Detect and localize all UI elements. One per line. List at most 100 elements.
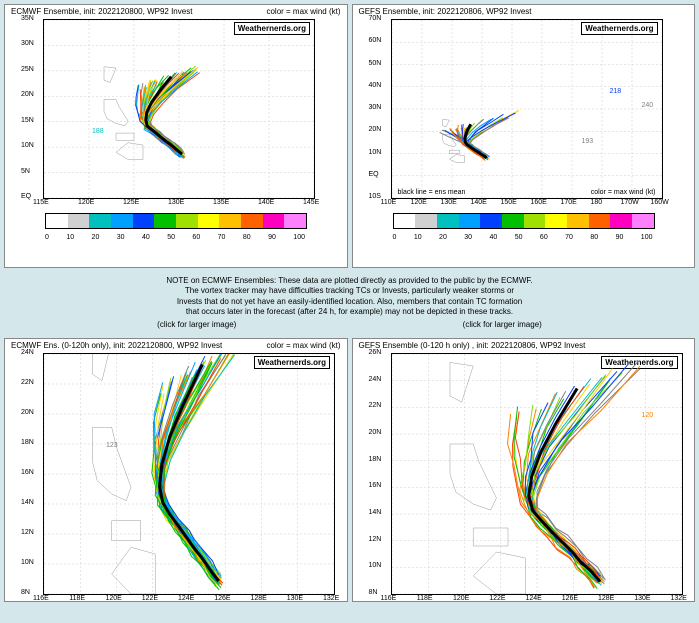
x-tick-label: 122E — [489, 595, 505, 602]
colorbar-segment — [154, 214, 176, 228]
track-svg-br — [392, 354, 682, 594]
x-tick-label: 160W — [651, 199, 669, 206]
colorbar-segment — [68, 214, 90, 228]
colorbar-labels-tl: 0102030405060708090100 — [45, 234, 305, 241]
y-tick-label: 20N — [369, 126, 382, 133]
x-tick-label: 145E — [303, 199, 319, 206]
colorbar-tick-label: 40 — [142, 234, 150, 241]
coastline — [104, 67, 116, 83]
colorbar-segment — [89, 214, 111, 228]
x-tick-label: 130E — [634, 595, 650, 602]
colorbar-tick-label: 40 — [489, 234, 497, 241]
colorbar-tl — [45, 213, 307, 229]
colorbar-tick-label: 0 — [393, 234, 397, 241]
panel-title: GEFS Ensemble, init: 2022120806, WP92 In… — [359, 7, 532, 16]
colorbar-segment — [394, 214, 416, 228]
colorbar-segment — [632, 214, 654, 228]
y-tick-label: 30N — [369, 104, 382, 111]
coastline — [473, 528, 508, 546]
y-tick-label: 12N — [21, 529, 34, 536]
y-tick-label: 50N — [369, 60, 382, 67]
colorbar-segment — [176, 214, 198, 228]
colorbar-segment — [263, 214, 285, 228]
colorbar-tick-label: 100 — [293, 234, 305, 241]
coastline — [116, 133, 134, 140]
y-tick-label: 20N — [369, 429, 382, 436]
colorbar-segment — [241, 214, 263, 228]
y-tick-label: 18N — [21, 439, 34, 446]
ecmwf-note-row: NOTE on ECMWF Ensembles: These data are … — [4, 272, 695, 334]
y-tick-label: 20N — [21, 409, 34, 416]
colorbar-tick-label: 80 — [243, 234, 251, 241]
y-tick-label: 10N — [21, 142, 34, 149]
colorbar-segment — [111, 214, 133, 228]
y-tick-label: 24N — [369, 376, 382, 383]
colorbar-tick-label: 20 — [92, 234, 100, 241]
y-tick-label: 22N — [369, 402, 382, 409]
colorbar-labels-tr: 0102030405060708090100 — [393, 234, 653, 241]
coastline — [449, 150, 459, 153]
track-hour-label: 193 — [582, 138, 594, 145]
colorbar-segment — [459, 214, 481, 228]
x-tick-label: 116E — [381, 595, 397, 602]
ensemble-member-track — [537, 361, 638, 578]
x-tick-label: 130E — [168, 199, 184, 206]
color-label: color = max wind (kt) — [266, 7, 340, 16]
y-tick-label: 5N — [21, 168, 30, 175]
y-tick-label: 16N — [21, 469, 34, 476]
x-tick-label: 130E — [441, 199, 457, 206]
x-tick-label: 124E — [526, 595, 542, 602]
coastline — [473, 552, 525, 594]
colorbar-tick-label: 10 — [66, 234, 74, 241]
y-tick-label: 16N — [369, 482, 382, 489]
color-label-bottom: color = max wind (kt) — [591, 189, 656, 196]
x-tick-label: 140E — [258, 199, 274, 206]
coastline — [112, 547, 156, 594]
ensemble-member-track — [525, 403, 598, 582]
plot-area-tl: Weathernerds.org 188 — [43, 19, 315, 199]
colorbar-tick-label: 30 — [117, 234, 125, 241]
y-tick-label: 10N — [369, 562, 382, 569]
y-tick-label: 14N — [21, 499, 34, 506]
click-larger-right[interactable]: (click for larger image) — [463, 320, 542, 330]
y-tick-label: 14N — [369, 509, 382, 516]
x-tick-label: 116E — [33, 595, 49, 602]
colorbar-tick-label: 90 — [616, 234, 624, 241]
y-tick-label: 25N — [21, 66, 34, 73]
y-tick-label: 12N — [369, 536, 382, 543]
x-tick-label: 170W — [621, 199, 639, 206]
plot-area-tr: Weathernerds.org black line = ens mean c… — [391, 19, 663, 199]
coastline — [442, 120, 449, 127]
y-tick-label: 24N — [21, 349, 34, 356]
x-tick-label: 125E — [123, 199, 139, 206]
x-tick-label: 120E — [106, 595, 122, 602]
x-tick-label: 132E — [323, 595, 339, 602]
click-larger-left[interactable]: (click for larger image) — [157, 320, 236, 330]
coastline — [92, 354, 111, 381]
y-tick-label: 60N — [369, 37, 382, 44]
y-tick-label: 35N — [21, 15, 34, 22]
colorbar-segment — [502, 214, 524, 228]
colorbar-segment — [524, 214, 546, 228]
ens-mean-label: black line = ens mean — [398, 189, 466, 196]
panel-title: ECMWF Ensemble, init: 2022120800, WP92 I… — [11, 7, 192, 16]
x-tick-label: 122E — [142, 595, 158, 602]
track-hour-label: 218 — [610, 88, 622, 95]
y-tick-label: 30N — [21, 40, 34, 47]
colorbar-tick-label: 70 — [218, 234, 226, 241]
colorbar-segment — [284, 214, 306, 228]
colorbar-tick-label: 60 — [192, 234, 200, 241]
x-tick-label: 118E — [417, 595, 433, 602]
ensemble-member-track — [162, 377, 220, 584]
coastline — [112, 521, 141, 541]
y-tick-label: 10N — [369, 149, 382, 156]
x-tick-label: 115E — [33, 199, 49, 206]
colorbar-tick-label: 50 — [167, 234, 175, 241]
colorbar-segment — [589, 214, 611, 228]
x-tick-label: 170E — [561, 199, 577, 206]
colorbar-tick-label: 60 — [540, 234, 548, 241]
y-tick-label: 40N — [369, 82, 382, 89]
colorbar-tick-label: 10 — [414, 234, 422, 241]
track-svg-tl — [44, 20, 314, 198]
x-tick-label: 110E — [381, 199, 397, 206]
